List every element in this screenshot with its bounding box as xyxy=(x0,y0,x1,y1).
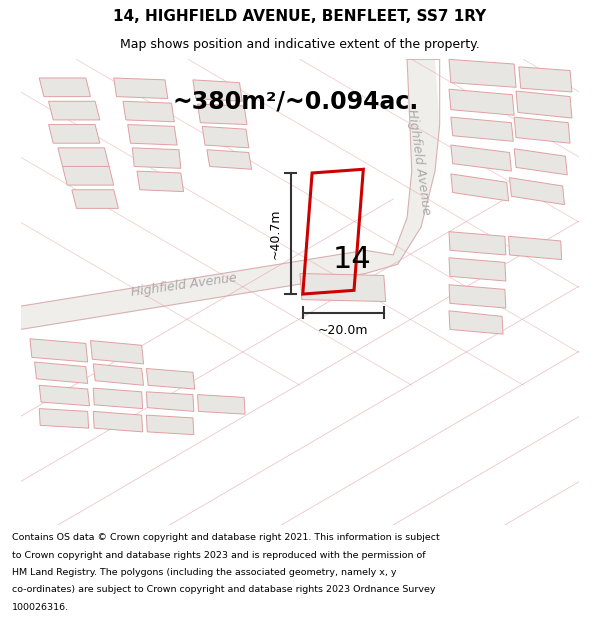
Polygon shape xyxy=(451,174,509,201)
Polygon shape xyxy=(193,80,242,101)
Polygon shape xyxy=(72,190,118,208)
Polygon shape xyxy=(137,171,184,192)
Polygon shape xyxy=(62,166,114,185)
Text: 100026316.: 100026316. xyxy=(12,603,69,612)
Polygon shape xyxy=(197,104,247,124)
Polygon shape xyxy=(449,285,506,308)
Polygon shape xyxy=(35,362,88,384)
Text: Contains OS data © Crown copyright and database right 2021. This information is : Contains OS data © Crown copyright and d… xyxy=(12,533,440,542)
Polygon shape xyxy=(451,145,511,171)
Polygon shape xyxy=(114,78,168,99)
Polygon shape xyxy=(91,341,143,364)
Text: co-ordinates) are subject to Crown copyright and database rights 2023 Ordnance S: co-ordinates) are subject to Crown copyr… xyxy=(12,586,436,594)
Polygon shape xyxy=(519,67,572,92)
Polygon shape xyxy=(449,258,506,281)
Polygon shape xyxy=(449,89,514,115)
Polygon shape xyxy=(49,124,100,143)
Text: Highfield Avenue: Highfield Avenue xyxy=(130,271,238,299)
Polygon shape xyxy=(509,177,565,204)
Polygon shape xyxy=(451,117,513,141)
Polygon shape xyxy=(365,59,440,274)
Text: ~40.7m: ~40.7m xyxy=(268,208,281,259)
Polygon shape xyxy=(449,232,506,255)
Text: ~380m²/~0.094ac.: ~380m²/~0.094ac. xyxy=(172,89,418,113)
Polygon shape xyxy=(197,394,245,414)
Polygon shape xyxy=(516,91,572,118)
Polygon shape xyxy=(49,101,100,120)
Polygon shape xyxy=(58,148,109,166)
Polygon shape xyxy=(146,369,195,389)
Polygon shape xyxy=(202,126,249,148)
Polygon shape xyxy=(93,388,143,409)
Text: HM Land Registry. The polygons (including the associated geometry, namely x, y: HM Land Registry. The polygons (includin… xyxy=(12,568,397,577)
Polygon shape xyxy=(449,59,516,88)
Text: 14: 14 xyxy=(332,245,371,274)
Polygon shape xyxy=(514,149,567,175)
Polygon shape xyxy=(39,385,89,406)
Polygon shape xyxy=(514,117,570,143)
Text: Map shows position and indicative extent of the property.: Map shows position and indicative extent… xyxy=(120,38,480,51)
Polygon shape xyxy=(300,274,386,301)
Polygon shape xyxy=(93,364,143,385)
Text: 14, HIGHFIELD AVENUE, BENFLEET, SS7 1RY: 14, HIGHFIELD AVENUE, BENFLEET, SS7 1RY xyxy=(113,9,487,24)
Text: to Crown copyright and database rights 2023 and is reproduced with the permissio: to Crown copyright and database rights 2… xyxy=(12,551,425,559)
Polygon shape xyxy=(128,124,177,145)
Polygon shape xyxy=(146,392,194,411)
Polygon shape xyxy=(449,311,503,334)
Polygon shape xyxy=(207,150,251,169)
Polygon shape xyxy=(93,411,143,432)
Polygon shape xyxy=(509,236,562,259)
Polygon shape xyxy=(20,250,365,329)
Text: Highfield Avenue: Highfield Avenue xyxy=(406,108,433,216)
Polygon shape xyxy=(39,78,91,97)
Polygon shape xyxy=(39,409,89,428)
Polygon shape xyxy=(133,148,181,168)
Polygon shape xyxy=(123,101,174,122)
Text: ~20.0m: ~20.0m xyxy=(318,324,368,337)
Polygon shape xyxy=(30,339,88,362)
Polygon shape xyxy=(146,415,194,434)
